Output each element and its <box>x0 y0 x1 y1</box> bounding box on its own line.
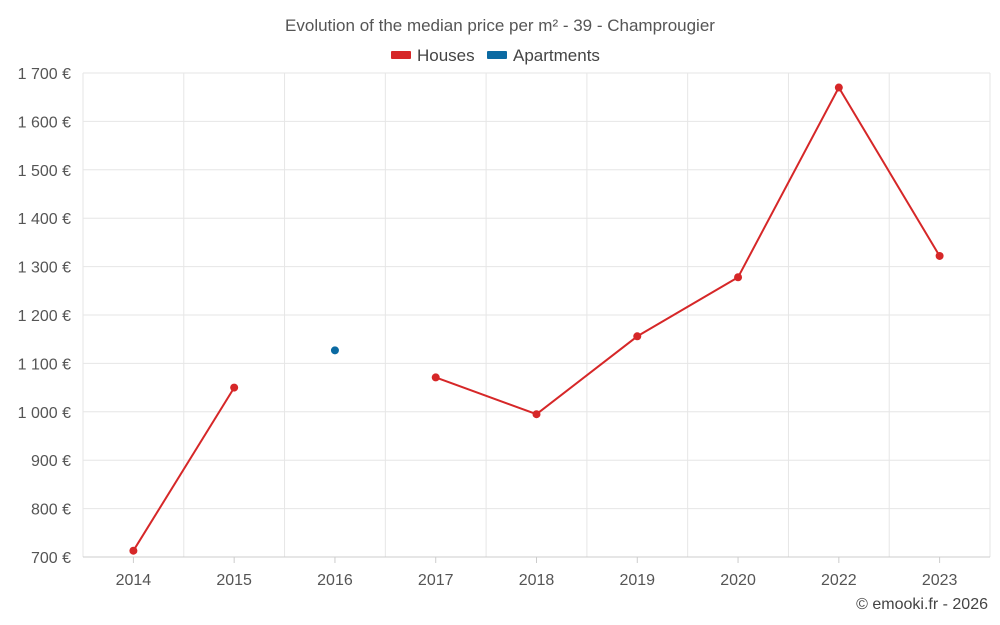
legend-item-apartments[interactable]: Apartments <box>487 46 600 65</box>
data-point-houses[interactable] <box>431 373 440 382</box>
legend-swatch-apartments <box>487 51 507 59</box>
y-tick-label: 800 € <box>31 502 71 519</box>
data-point-houses[interactable] <box>935 251 944 260</box>
grid <box>82 72 991 558</box>
legend-label-apartments: Apartments <box>513 46 600 65</box>
y-tick-label: 1 500 € <box>18 163 71 180</box>
data-point-apartments[interactable] <box>330 346 339 355</box>
x-axis: 2014 2015 2016 2017 2018 2019 2020 2022 2023 <box>116 557 958 589</box>
x-tick-label: 2019 <box>619 572 655 589</box>
x-tick-label: 2014 <box>116 572 152 589</box>
series-line-houses <box>435 86 941 416</box>
data-point-houses[interactable] <box>230 383 239 392</box>
data-point-houses[interactable] <box>734 273 743 282</box>
y-tick-label: 1 000 € <box>18 405 71 422</box>
data-point-houses[interactable] <box>129 546 138 555</box>
y-tick-label: 1 200 € <box>18 308 71 325</box>
x-tick-label: 2022 <box>821 572 857 589</box>
chart-title: Evolution of the median price per m² - 3… <box>285 16 715 35</box>
legend-item-houses[interactable]: Houses <box>391 46 475 65</box>
legend: Houses Apartments <box>391 46 600 65</box>
y-axis: 700 € 800 € 900 € 1 000 € 1 100 € 1 200 € 1 30… <box>18 66 71 567</box>
data-point-houses[interactable] <box>532 410 541 419</box>
y-tick-label: 1 600 € <box>18 114 71 131</box>
series-line-houses <box>132 387 236 552</box>
x-tick-label: 2015 <box>216 572 252 589</box>
x-tick-label: 2017 <box>418 572 454 589</box>
data-point-houses[interactable] <box>834 83 843 92</box>
y-tick-label: 1 100 € <box>18 356 71 373</box>
credit-text: © emooki.fr - 2026 <box>856 596 988 613</box>
y-tick-label: 1 400 € <box>18 211 71 228</box>
legend-label-houses: Houses <box>417 46 475 65</box>
x-tick-label: 2023 <box>922 572 958 589</box>
y-tick-label: 700 € <box>31 550 71 567</box>
plot-area <box>129 83 944 555</box>
x-tick-label: 2020 <box>720 572 756 589</box>
x-tick-label: 2018 <box>519 572 555 589</box>
y-tick-label: 1 300 € <box>18 260 71 277</box>
x-tick-label: 2016 <box>317 572 353 589</box>
y-tick-label: 900 € <box>31 453 71 470</box>
y-tick-label: 1 700 € <box>18 66 71 83</box>
data-point-houses[interactable] <box>633 332 642 341</box>
legend-swatch-houses <box>391 51 411 59</box>
